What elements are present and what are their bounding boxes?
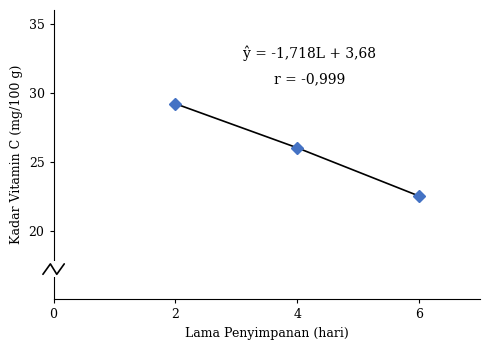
Text: r = -0,999: r = -0,999 [274, 72, 345, 86]
Y-axis label: Kadar Vitamin C (mg/100 g): Kadar Vitamin C (mg/100 g) [10, 65, 23, 244]
Text: ŷ = -1,718L + 3,68: ŷ = -1,718L + 3,68 [243, 46, 376, 61]
X-axis label: Lama Penyimpanan (hari): Lama Penyimpanan (hari) [185, 327, 349, 340]
Bar [41, 261, 66, 277]
